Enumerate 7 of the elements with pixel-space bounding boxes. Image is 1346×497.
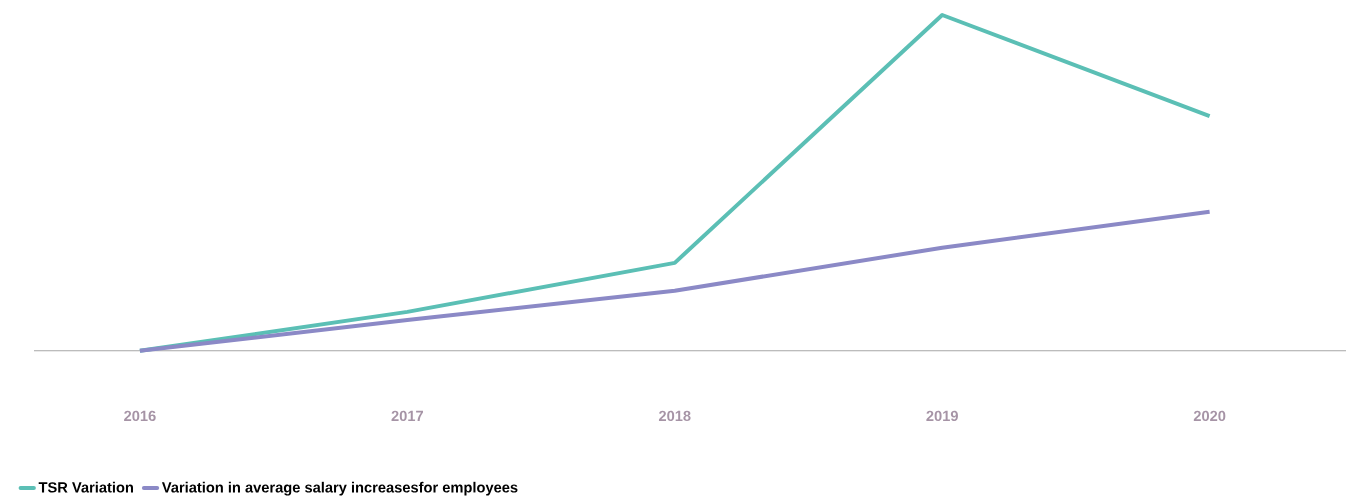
- x-tick-label: 2020: [1193, 410, 1226, 422]
- x-tick-label: 2016: [124, 410, 156, 422]
- x-tick-label: 2019: [926, 410, 958, 422]
- legend-label: Variation in average salary increasesfor employees: [161, 481, 518, 496]
- x-tick-label: 2017: [391, 410, 423, 422]
- legend-label: TSR Variation: [38, 481, 133, 493]
- x-tick-label: 2018: [658, 410, 691, 422]
